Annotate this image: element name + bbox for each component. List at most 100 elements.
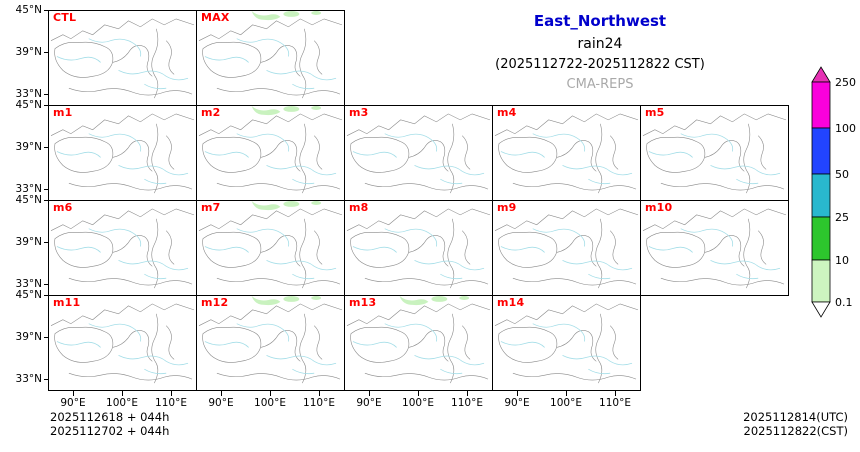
- title-variable: rain24: [577, 36, 623, 52]
- y-tick-label: 39°N: [15, 141, 42, 153]
- y-tick-mark: [44, 337, 48, 338]
- colorbar-tick-label: 50: [835, 168, 849, 181]
- x-tick-mark: [221, 391, 222, 396]
- colorbar-arrow-top: [811, 66, 831, 83]
- y-tick-mark: [44, 379, 48, 380]
- precip-patch: [251, 296, 322, 306]
- colorbar-tick-label: 0.1: [835, 296, 853, 309]
- basemap-graphic: [494, 208, 639, 289]
- basemap-graphic: [642, 208, 787, 289]
- x-tick-mark: [73, 391, 74, 396]
- basemap-graphic: [198, 11, 343, 99]
- colorbar: 250 100 50 25 10 0.1: [810, 66, 860, 326]
- y-tick-label: 39°N: [15, 236, 42, 248]
- precip-patch: [251, 11, 322, 21]
- title-valid-period: (2025112722-2025112822 CST): [495, 57, 705, 72]
- basemap-graphic: [50, 303, 195, 384]
- map-panel-m1: m1: [48, 105, 197, 201]
- y-tick-label: 33°N: [15, 278, 42, 290]
- x-tick-mark: [270, 391, 271, 396]
- x-tick-label: 110°E: [155, 397, 187, 409]
- y-tick-label: 39°N: [15, 331, 42, 343]
- x-tick-label: 100°E: [550, 397, 582, 409]
- map-panel-m3: m3: [344, 105, 493, 201]
- basemap-graphic: [50, 208, 195, 289]
- colorbar-segment: [811, 127, 831, 175]
- colorbar-tick-label: 250: [835, 76, 856, 89]
- x-tick-label: 100°E: [254, 397, 286, 409]
- colorbar-arrow-bottom: [811, 301, 831, 318]
- panel-label: m9: [497, 201, 517, 214]
- panel-label: CTL: [53, 11, 77, 24]
- map-panel-m7: m7: [196, 200, 345, 296]
- basemap-graphic: [346, 113, 491, 194]
- footer-init-utc: 2025112618 + 044h: [50, 410, 170, 424]
- colorbar-segment: [811, 216, 831, 261]
- basemap-graphic: [50, 113, 195, 194]
- panel-label: m1: [53, 106, 73, 119]
- x-tick-label: 100°E: [106, 397, 138, 409]
- x-tick-mark: [369, 391, 370, 396]
- x-tick-mark: [517, 391, 518, 396]
- panel-label: m11: [53, 296, 81, 309]
- panel-label: m2: [201, 106, 221, 119]
- colorbar-tick-label: 10: [835, 254, 849, 267]
- y-tick-label: 45°N: [15, 194, 42, 206]
- x-tick-label: 110°E: [303, 397, 335, 409]
- colorbar-segment: [811, 81, 831, 129]
- x-tick-label: 100°E: [402, 397, 434, 409]
- basemap-graphic: [198, 106, 343, 194]
- map-panel-m14: m14: [492, 295, 641, 391]
- footer-init-cst: 2025112702 + 044h: [50, 424, 170, 438]
- panel-label: m8: [349, 201, 369, 214]
- y-tick-mark: [44, 284, 48, 285]
- y-tick-label: 33°N: [15, 183, 42, 195]
- panel-label: m10: [645, 201, 673, 214]
- panel-label: m4: [497, 106, 517, 119]
- footer-valid-cst: 2025112822(CST): [743, 424, 849, 438]
- x-tick-mark: [615, 391, 616, 396]
- map-panel-m12: m12: [196, 295, 345, 391]
- y-tick-label: 33°N: [15, 88, 42, 100]
- title-block: East_Northwest rain24 (2025112722-202511…: [455, 12, 745, 92]
- panel-label: m5: [645, 106, 665, 119]
- x-tick-label: 110°E: [451, 397, 483, 409]
- title-region: East_Northwest: [533, 12, 667, 30]
- x-tick-mark: [171, 391, 172, 396]
- basemap-graphic: [346, 208, 491, 289]
- x-tick-mark: [418, 391, 419, 396]
- basemap-graphic: [198, 201, 343, 289]
- panel-label: m7: [201, 201, 221, 214]
- x-tick-mark: [566, 391, 567, 396]
- map-panel-m11: m11: [48, 295, 197, 391]
- map-panel-m9: m9: [492, 200, 641, 296]
- map-panel-m6: m6: [48, 200, 197, 296]
- basemap-graphic: [198, 296, 343, 384]
- basemap-graphic: [494, 113, 639, 194]
- map-panel-m8: m8: [344, 200, 493, 296]
- x-tick-label: 90°E: [60, 397, 86, 409]
- y-tick-mark: [44, 200, 48, 201]
- y-tick-label: 33°N: [15, 373, 42, 385]
- basemap-graphic: [642, 113, 787, 194]
- y-tick-mark: [44, 189, 48, 190]
- y-tick-label: 45°N: [15, 289, 42, 301]
- y-tick-mark: [44, 52, 48, 53]
- colorbar-segment: [811, 259, 831, 303]
- y-tick-label: 45°N: [15, 4, 42, 16]
- panel-label: m12: [201, 296, 229, 309]
- precip-patch: [251, 201, 322, 211]
- basemap-graphic: [494, 303, 639, 384]
- colorbar-graphic: 250 100 50 25 10 0.1: [811, 66, 856, 318]
- y-tick-mark: [44, 242, 48, 243]
- title-system: CMA-REPS: [566, 77, 634, 92]
- x-tick-mark: [319, 391, 320, 396]
- footer-valid-times: 2025112814(UTC) 2025112822(CST): [743, 410, 848, 438]
- x-tick-mark: [122, 391, 123, 396]
- y-tick-mark: [44, 295, 48, 296]
- x-tick-label: 90°E: [356, 397, 382, 409]
- panel-label: m14: [497, 296, 525, 309]
- map-panel-ctl: CTL: [48, 10, 197, 106]
- colorbar-tick-label: 25: [835, 211, 849, 224]
